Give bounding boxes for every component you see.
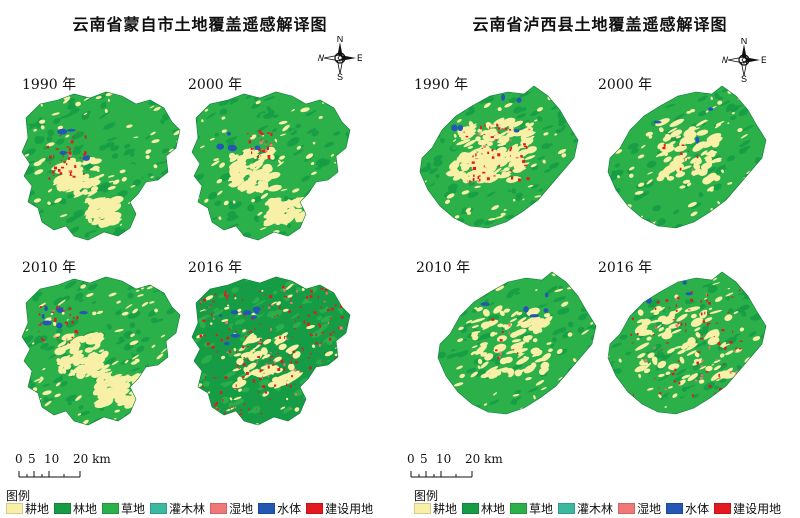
legend-item-water: 水体	[258, 500, 301, 517]
legend: 耕地 林地 草地 灌木林 湿地 水体 建设用地	[414, 500, 781, 517]
swatch-shrub	[558, 503, 576, 514]
swatch-grassland	[102, 503, 120, 514]
year-label-2010: 2010 年	[22, 260, 77, 276]
compass-w: W	[318, 53, 325, 63]
mengzi-panel: 云南省蒙自市土地覆盖遥感解译图 N S E W 1990 年 2000 年 20…	[6, 15, 373, 517]
land-cover-map-2000	[600, 82, 770, 242]
scale-bar: 0 5 10 20 km	[15, 452, 128, 478]
legend-title: 图例	[6, 489, 31, 503]
scale-tick-5: 5	[420, 452, 428, 466]
legend-title: 图例	[414, 489, 439, 503]
scale-tick-0: 0	[15, 452, 23, 466]
compass-icon: N S E W	[318, 36, 362, 80]
year-label-2000: 2000 年	[598, 77, 653, 93]
swatch-water	[258, 503, 276, 514]
land-cover-map-2000	[188, 90, 358, 250]
scale-tick-5: 5	[28, 452, 36, 466]
year-label-2010: 2010 年	[416, 260, 471, 276]
legend-item-forest: 林地	[54, 500, 97, 517]
compass-s: S	[741, 74, 747, 82]
compass-w: W	[722, 55, 729, 65]
scale-tick-10: 10	[44, 452, 60, 466]
compass-s: S	[337, 72, 343, 80]
year-label-1990: 1990 年	[414, 77, 469, 93]
swatch-forest	[54, 503, 72, 514]
year-label-2000: 2000 年	[188, 77, 243, 93]
compass-icon: N S E W	[722, 38, 766, 82]
swatch-forest	[462, 503, 480, 514]
scale-tick-20: 20 km	[465, 452, 503, 466]
compass-n: N	[337, 36, 344, 44]
compass-e: E	[357, 53, 362, 63]
scale-tick-10: 10	[436, 452, 452, 466]
land-cover-map-2016	[600, 268, 770, 428]
swatch-grassland	[510, 503, 528, 514]
legend-item-forest: 林地	[462, 500, 505, 517]
legend-item-builtup: 建设用地	[714, 500, 781, 517]
scale-tick-20: 20 km	[73, 452, 111, 466]
legend-item-grassland: 草地	[510, 500, 553, 517]
swatch-cropland	[414, 503, 431, 514]
legend-item-wetland: 湿地	[210, 500, 253, 517]
swatch-cropland	[6, 503, 23, 514]
land-cover-map-2010	[18, 275, 188, 435]
legend-item-cropland: 耕地	[6, 500, 49, 517]
swatch-wetland	[618, 503, 636, 514]
map-title: 云南省泸西县土地覆盖遥感解译图	[472, 15, 728, 34]
legend-item-water: 水体	[666, 500, 709, 517]
map-title: 云南省蒙自市土地覆盖遥感解译图	[72, 15, 328, 34]
land-cover-map-2010	[430, 268, 600, 428]
compass-n: N	[741, 38, 748, 46]
legend-item-shrub: 灌木林	[558, 500, 613, 517]
legend-item-shrub: 灌木林	[150, 500, 205, 517]
compass-e: E	[761, 55, 766, 65]
swatch-builtup	[714, 503, 732, 514]
swatch-water	[666, 503, 684, 514]
year-label-2016: 2016 年	[598, 260, 653, 276]
land-cover-map-1990	[18, 90, 188, 250]
legend-item-grassland: 草地	[102, 500, 145, 517]
swatch-builtup	[306, 503, 324, 514]
legend: 耕地 林地 草地 灌木林 湿地 水体 建设用地	[6, 500, 373, 517]
legend-item-cropland: 耕地	[414, 500, 457, 517]
land-cover-map-1990	[412, 82, 582, 242]
swatch-shrub	[150, 503, 168, 514]
land-cover-map-2016	[188, 275, 358, 435]
legend-item-builtup: 建设用地	[306, 500, 373, 517]
year-label-2016: 2016 年	[188, 260, 243, 276]
luxi-panel: 云南省泸西县土地覆盖遥感解译图 N S E W 1990 年 2000 年 20…	[400, 0, 800, 518]
legend-item-wetland: 湿地	[618, 500, 661, 517]
scale-bar: 0 5 10 20 km	[407, 452, 520, 478]
scale-tick-0: 0	[407, 452, 415, 466]
year-label-1990: 1990 年	[22, 77, 77, 93]
swatch-wetland	[210, 503, 228, 514]
